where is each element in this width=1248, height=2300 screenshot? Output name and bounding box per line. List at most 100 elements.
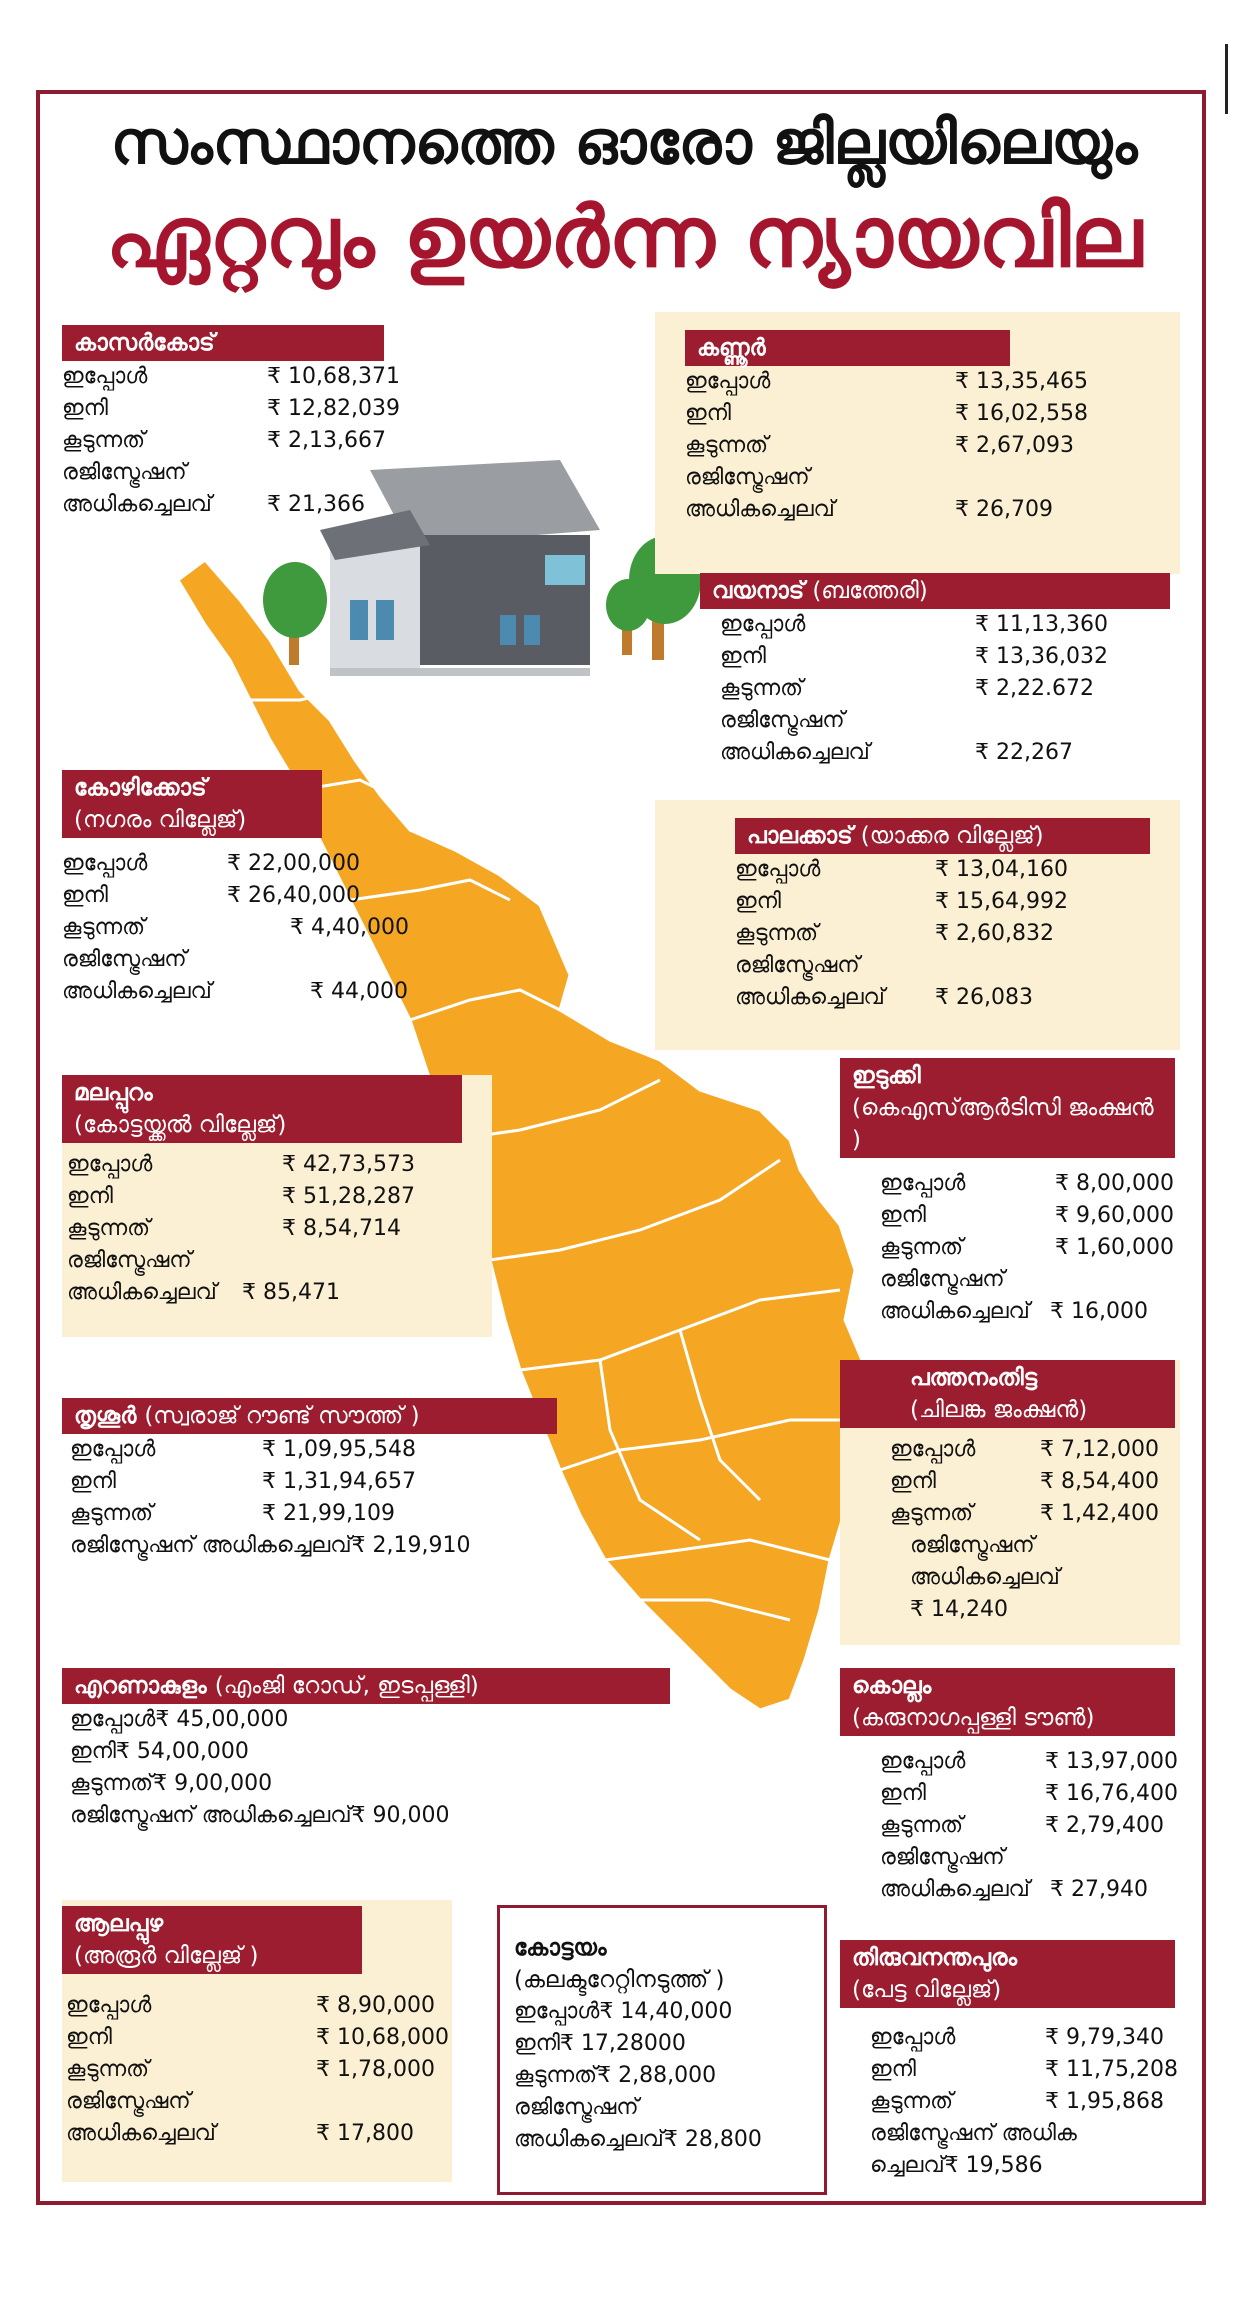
value-increase: ₹ 8,54,714 (282, 1216, 401, 1241)
label-extra: അധികച്ചെലവ് (910, 1565, 1060, 1590)
value-extra: ₹ 14,240 (910, 1597, 1008, 1622)
value-extra: ₹ 17,800 (316, 2121, 414, 2146)
value-next: ₹ 16,76,400 (1045, 1781, 1178, 1806)
district-name: ആലപ്പുഴ (74, 1911, 164, 1937)
row-next: ഇനി ₹ 16,02,558 (685, 398, 1180, 430)
value-increase: ₹ 2,79,400 (1045, 1813, 1164, 1838)
label-extra: അധികച്ചെലവ് (514, 2127, 664, 2152)
label-now: ഇപ്പോൾ (67, 1152, 153, 1177)
card-ernakulam: എറണാകുളം (എംജി റോഡ്, ഇടപ്പള്ളി) ഇപ്പോൾ₹ … (62, 1668, 672, 1832)
card-header: വയനാട് (ബത്തേരി) (700, 573, 1170, 609)
label-next: ഇനി (890, 1469, 936, 1494)
value-increase: ₹ 1,60,000 (1055, 1235, 1174, 1260)
value-now: ₹ 8,00,000 (1055, 1171, 1174, 1196)
label-registration: രജിസ്ട്രേഷന് (685, 465, 810, 490)
value-extra: ₹ 2,19,910 (351, 1533, 471, 1558)
card-header: കൊല്ലം (കരുനാഗപ്പള്ളി ടൗൺ) (840, 1668, 1175, 1736)
label-extra: അധികച്ചെലവ് (720, 740, 870, 765)
label-extra: അധികച്ചെലവ് (201, 1533, 352, 1558)
row-next: ഇനി ₹ 9,60,000 (880, 1200, 1180, 1232)
label-next: ഇനി (870, 2057, 916, 2082)
label-registration: രജിസ്ട്രേഷന് (720, 708, 845, 733)
row-now: ഇപ്പോൾ ₹ 13,04,160 (735, 854, 1180, 886)
label-now: ഇപ്പോൾ (870, 2025, 956, 2050)
value-next: ₹ 26,40,000 (227, 883, 360, 908)
headline-line-1: സംസ്ഥാനത്തെ ഓരോ ജില്ലയിലെയും (110, 108, 1138, 178)
label-next: ഇനി (685, 401, 731, 426)
card-kannur: കണ്ണൂർ ഇപ്പോൾ ₹ 13,35,465 ഇനി ₹ 16,02,558 … (655, 312, 1180, 574)
card-malappuram: മലപ്പുറം (കോട്ടയ്ക്കൽ വില്ലേജ്) ഇപ്പോൾ ₹ 4… (62, 1075, 492, 1337)
row-next: ഇനി ₹ 11,75,208 (870, 2054, 1180, 2086)
row-next: ഇനി ₹ 15,64,992 (735, 886, 1180, 918)
label-next: ഇനി (70, 1739, 116, 1764)
label-now: ഇപ്പോൾ (720, 612, 806, 637)
label-now: ഇപ്പോൾ (70, 1707, 156, 1732)
label-extra: അധികച്ചെലവ് (66, 2121, 216, 2146)
row-extra: അധികച്ചെലവ് ₹ 26,083 (735, 982, 1180, 1014)
card-header: കാസർകോട് (62, 325, 384, 361)
row-now: ഇപ്പോൾ₹ 45,00,000 (70, 1704, 672, 1736)
row-increase: കൂടുന്നത് ₹ 1,95,868 (870, 2086, 1180, 2118)
row-next: ഇനി ₹ 12,82,039 (62, 393, 400, 425)
value-now: ₹ 8,90,000 (316, 1993, 435, 2018)
value-increase: ₹ 1,78,000 (316, 2057, 435, 2082)
row-now: ഇപ്പോൾ ₹ 11,13,360 (720, 609, 1175, 641)
row-increase: കൂടുന്നത് ₹ 1,42,400 (890, 1498, 1180, 1530)
label-increase: കൂടുന്നത് (880, 1813, 964, 1838)
row-increase: കൂടുന്നത് ₹ 4,40,000 (62, 912, 422, 944)
label-registration: രജിസ്ട്രേഷന് (880, 1267, 1005, 1292)
value-next: ₹ 15,64,992 (935, 889, 1068, 914)
card-kollam: കൊല്ലം (കരുനാഗപ്പള്ളി ടൗൺ) ഇപ്പോൾ ₹ 13,97,… (840, 1668, 1180, 1906)
label-registration: രജിസ്ട്രേഷന് (880, 1845, 1005, 1870)
label-extra: അധികച്ചെലവ് (735, 985, 885, 1010)
label-next: ഇനി (735, 889, 781, 914)
card-header: പാലക്കാട് (യാക്കര വില്ലേജ്) (735, 818, 1150, 854)
card-pathanamthitta: പത്തനംതിട്ട (ചിലങ്ക ജംക്ഷൻ) ഇപ്പോൾ ₹ 7,12,… (840, 1360, 1180, 1645)
row-now: ഇപ്പോൾ ₹ 9,79,340 (870, 2022, 1180, 2054)
row-extra: അധികച്ചെലവ് ₹ 22,267 (720, 737, 1175, 769)
label-extra: അധികച്ചെലവ് (62, 979, 212, 1004)
label-increase: കൂടുന്നത് (70, 1771, 154, 1796)
value-next: ₹ 8,54,400 (1040, 1469, 1159, 1494)
row-increase: കൂടുന്നത് ₹ 2,67,093 (685, 430, 1180, 462)
label-increase: കൂടുന്നത് (67, 1216, 151, 1241)
row-increase: കൂടുന്നത്₹ 2,88,000 (514, 2060, 824, 2092)
value-extra: ₹ 26,083 (935, 985, 1033, 1010)
district-place: (അരൂർ വില്ലേജ് ) (74, 1943, 259, 1969)
label-increase: കൂടുന്നത് (62, 428, 146, 453)
district-place: (യാക്കര വില്ലേജ്) (860, 823, 1044, 849)
card-kozhikode: കോഴിക്കോട് (നഗരം വില്ലേജ്) ഇപ്പോൾ ₹ 22,00,… (62, 770, 422, 1008)
card-kottayam: കോട്ടയം (കലക്ടറേറ്റിനടുത്ത് ) ഇപ്പോൾ₹ 14,… (497, 1905, 827, 2195)
label-increase: കൂടുന്നത് (890, 1501, 974, 1526)
value-next: ₹ 13,36,032 (975, 644, 1108, 669)
value-now: ₹ 45,00,000 (155, 1707, 289, 1732)
value-next: ₹ 16,02,558 (955, 401, 1088, 426)
district-name: തൃശൂർ (74, 1403, 137, 1429)
row-increase: കൂടുന്നത് ₹ 2,79,400 (880, 1810, 1180, 1842)
label-increase: കൂടുന്നത് (870, 2089, 954, 2114)
value-next: ₹ 1,31,94,657 (262, 1469, 416, 1494)
row-now: ഇപ്പോൾ ₹ 13,35,465 (685, 366, 1180, 398)
row-increase: കൂടുന്നത് ₹ 2,22.672 (720, 673, 1175, 705)
district-place: (എംജി റോഡ്, ഇടപ്പള്ളി) (214, 1673, 479, 1699)
card-header: കോട്ടയം (കലക്ടറേറ്റിനടുത്ത് ) (514, 1932, 725, 1996)
label-extra: അധികച്ചെലവ് (880, 1299, 1030, 1324)
label-next: ഇനി (720, 644, 766, 669)
label-extra: അധികച്ചെലവ് (62, 492, 212, 517)
house-illustration (320, 460, 600, 676)
row-extra: അധികച്ചെലവ്₹ 28,800 (514, 2124, 824, 2156)
value-now: ₹ 13,04,160 (935, 857, 1068, 882)
district-place: (കരുനാഗപ്പള്ളി ടൗൺ) (852, 1705, 1095, 1731)
row-now: ഇപ്പോൾ ₹ 22,00,000 (62, 848, 422, 880)
label-registration: രജിസ്ട്രേഷന് (70, 1533, 195, 1558)
row-increase: കൂടുന്നത് ₹ 8,54,714 (67, 1213, 492, 1245)
value-extra: ₹ 44,000 (310, 979, 408, 1004)
row-next: ഇനി ₹ 51,28,287 (67, 1181, 492, 1213)
card-header: പത്തനംതിട്ട (ചിലങ്ക ജംക്ഷൻ) (840, 1360, 1175, 1428)
row-extra: അധികച്ചെലവ് ₹ 21,366 (62, 489, 392, 521)
value-next: ₹ 12,82,039 (267, 396, 400, 421)
label-increase: കൂടുന്നത് (514, 2063, 598, 2088)
kerala-state-shape (176, 557, 864, 1712)
row-next: ഇനി ₹ 13,36,032 (720, 641, 1175, 673)
label-increase: കൂടുന്നത് (70, 1501, 154, 1526)
